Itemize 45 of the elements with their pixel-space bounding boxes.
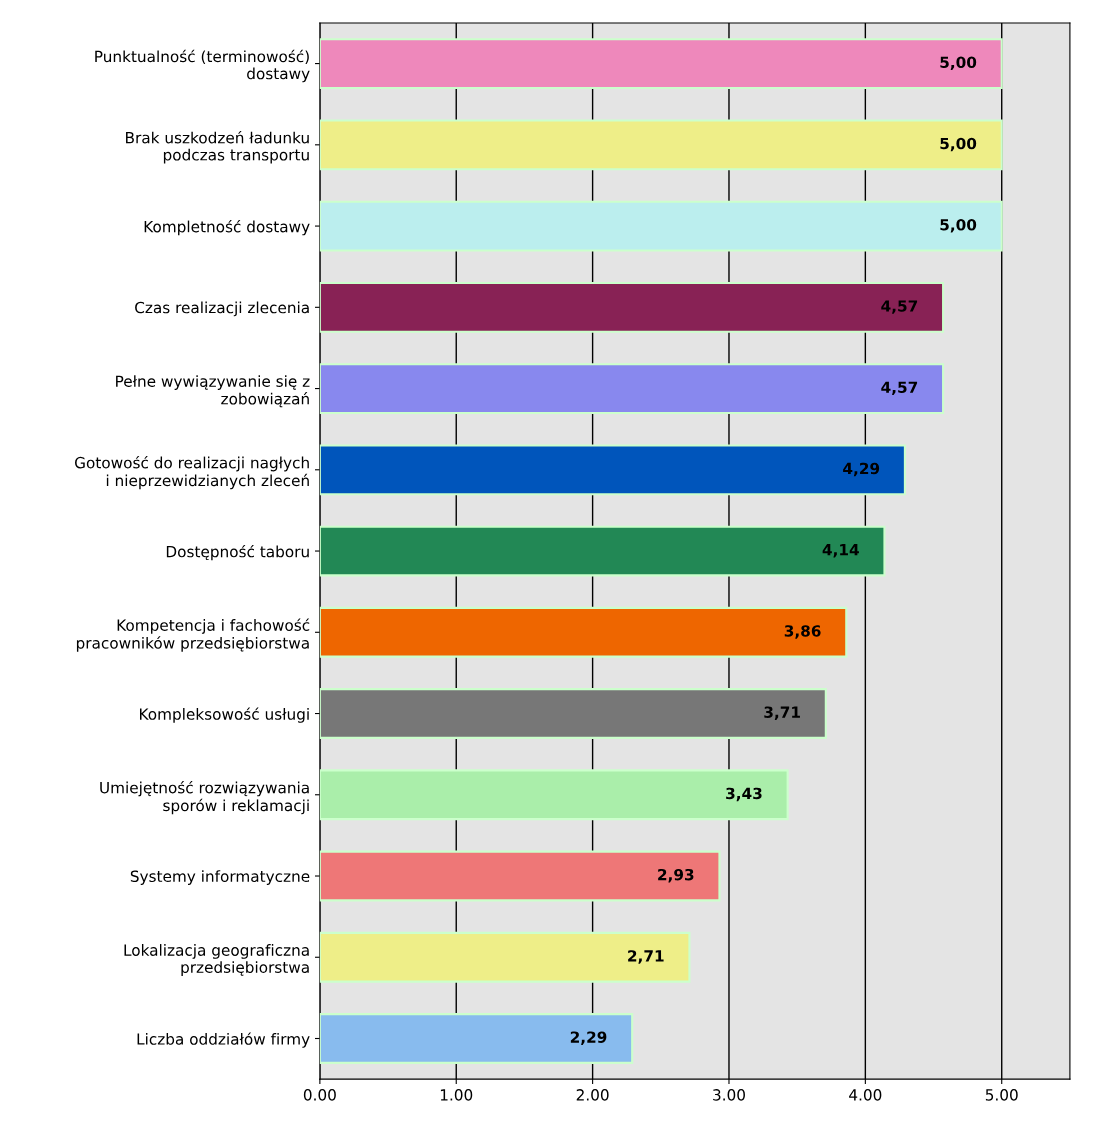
bar	[319, 931, 691, 983]
data-label: 5,00	[940, 56, 977, 70]
y-tick-label: Brak uszkodzeń ładunku podczas transportu	[126, 131, 309, 164]
y-tick-label: Czas realizacji zlecenia	[135, 301, 309, 317]
y-tick-label: Gotowość do realizacji nagłych i nieprzewidzianych zleceń	[75, 455, 309, 490]
y-tick-label: Kompetencja i fachowość pracowników przedsiębiorstwa	[76, 618, 310, 652]
y-tick-label: Lokalizacja geograficzna przedsiębiorstwa	[124, 944, 309, 976]
data-label: 2,71	[628, 950, 664, 964]
x-tick-label: 4.00	[849, 1089, 882, 1101]
y-tick-label: Punktualność (terminowość) dostawy	[95, 49, 310, 83]
x-tick-label: 0.00	[303, 1089, 336, 1101]
data-label: 4,14	[822, 544, 859, 558]
data-label: 2,29	[570, 1031, 607, 1045]
bar	[319, 444, 906, 496]
y-tick-label: Systemy informatyczne	[130, 870, 310, 885]
y-tick-label: Umiejętność rozwiązywania sporów i reklamacji	[100, 780, 309, 815]
data-label: 3,86	[784, 625, 821, 639]
bar	[319, 850, 721, 902]
data-label: 4,57	[881, 381, 918, 395]
y-tick-label: Liczba oddziałów firmy	[137, 1032, 310, 1048]
bar	[319, 38, 1003, 89]
x-tick-label: 3.00	[713, 1089, 745, 1101]
data-label: 3,43	[726, 787, 762, 802]
x-tick-label: 1.00	[440, 1089, 473, 1101]
bar	[319, 688, 827, 739]
y-tick-label: Kompleksowość usługi	[140, 707, 309, 723]
data-label: 4,29	[843, 462, 880, 477]
y-tick-label: Kompletność dostawy	[144, 219, 310, 236]
bar	[319, 769, 789, 821]
bar	[319, 525, 886, 577]
bar	[319, 1013, 634, 1064]
bar	[319, 119, 1003, 171]
bar	[319, 200, 1003, 252]
data-label: 3,71	[764, 706, 800, 720]
bar	[319, 606, 848, 658]
data-label: 5,00	[940, 137, 977, 152]
data-label: 4,57	[881, 300, 918, 314]
y-tick-label: Pełne wywiązywanie się z zobowiązań	[116, 375, 310, 408]
y-tick-label: Dostępność taboru	[166, 544, 309, 561]
x-tick-label: 2.00	[576, 1089, 609, 1101]
bar	[319, 363, 945, 414]
data-label: 5,00	[940, 218, 977, 233]
data-label: 2,93	[658, 868, 694, 883]
bar	[319, 281, 945, 333]
x-tick-label: 5.00	[985, 1089, 1018, 1101]
